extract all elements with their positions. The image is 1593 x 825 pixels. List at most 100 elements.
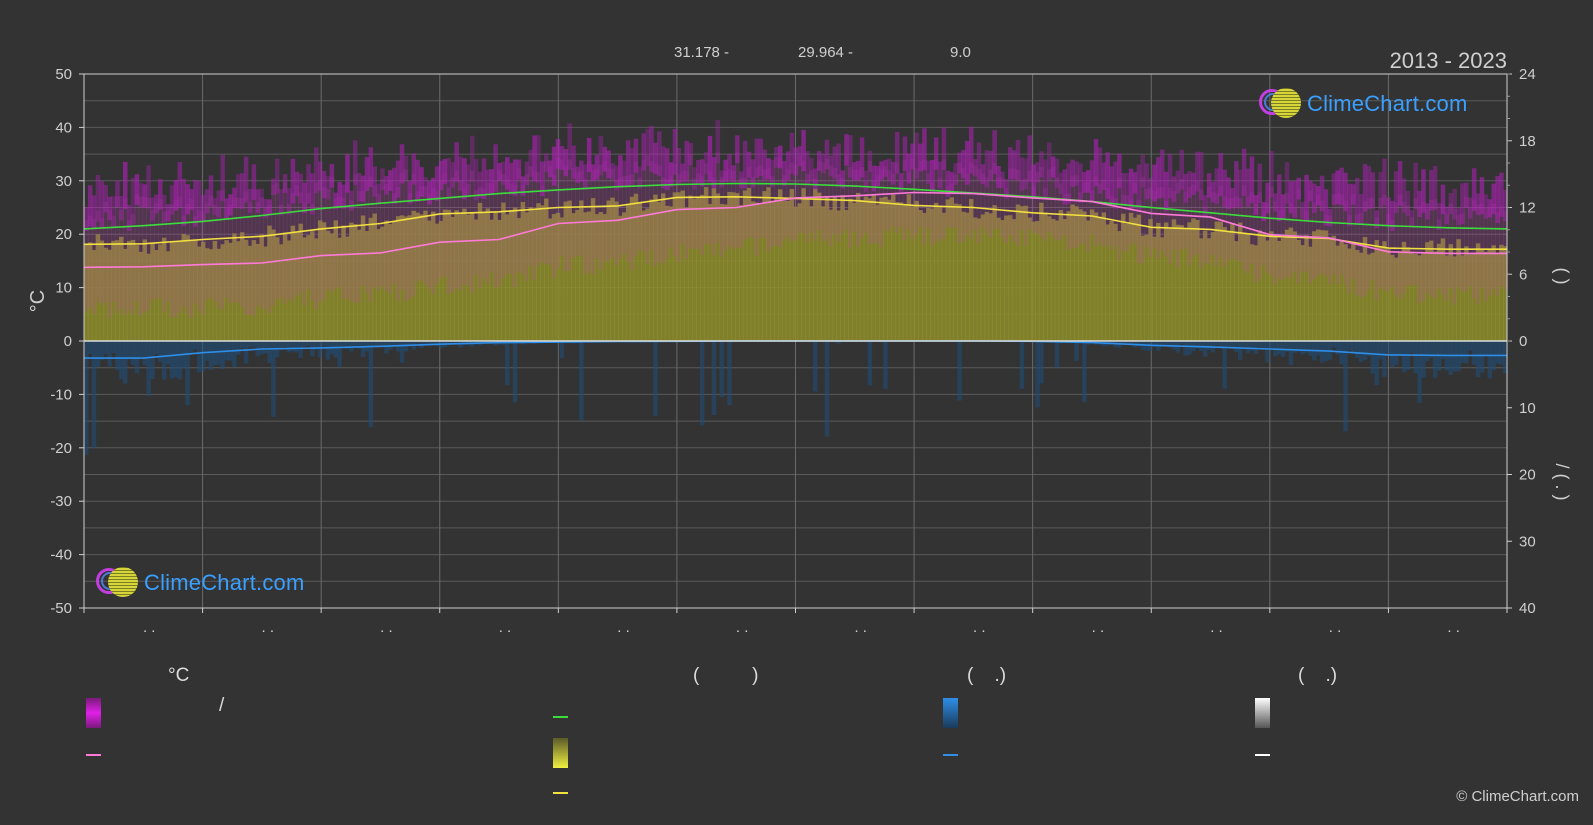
day-bar-blue xyxy=(212,341,218,366)
day-bar-range xyxy=(485,182,491,284)
day-bar-magenta xyxy=(559,146,565,171)
day-bar-magenta xyxy=(1300,202,1305,219)
day-bar-range xyxy=(314,182,319,309)
day-bar-blue xyxy=(278,341,284,350)
right-axis-top-label: ( ) xyxy=(1552,268,1572,285)
day-bar-magenta xyxy=(438,160,444,191)
day-bar-yellow xyxy=(1280,237,1286,341)
day-bar-blue xyxy=(1257,341,1262,348)
day-bar-yellow xyxy=(844,209,849,341)
day-bar-yellow xyxy=(329,233,335,341)
day-bar-magenta xyxy=(1261,201,1266,221)
day-bar-range xyxy=(1113,197,1118,246)
day-bar-magenta xyxy=(731,165,736,182)
day-bar-blue xyxy=(197,341,202,373)
day-bar-range xyxy=(376,193,381,291)
day-bar-range xyxy=(750,176,756,239)
day-bar-yellow xyxy=(477,202,483,341)
day-bar-range xyxy=(1140,176,1146,264)
copyright[interactable]: © ClimeChart.com xyxy=(1456,788,1579,805)
day-bar-magenta xyxy=(216,190,222,218)
day-bar-magenta xyxy=(898,173,904,192)
day-bar-range xyxy=(434,190,440,284)
day-bar-range xyxy=(692,178,697,250)
day-bar-magenta xyxy=(789,132,795,174)
day-bar-range xyxy=(1183,191,1188,249)
day-bar-magenta xyxy=(1109,166,1114,207)
day-bar-range xyxy=(555,158,561,269)
day-bar-magenta xyxy=(1292,181,1298,218)
day-bar-yellow xyxy=(142,239,147,341)
day-bar-range xyxy=(770,176,775,247)
day-bar-range xyxy=(103,201,108,303)
logo-top[interactable]: ClimeChart.com xyxy=(1259,87,1468,121)
day-bar-range xyxy=(173,199,179,318)
day-bar-magenta xyxy=(399,144,405,184)
day-bar-yellow xyxy=(1043,212,1048,341)
day-bar-range xyxy=(832,168,838,235)
day-bar-blue xyxy=(91,341,97,449)
day-bar-magenta xyxy=(992,130,997,175)
day-bar-blue xyxy=(1222,341,1227,389)
day-bar-range xyxy=(657,165,662,262)
day-bar-blue xyxy=(1202,341,1208,357)
day-bar-magenta xyxy=(1315,186,1321,206)
day-bar-yellow xyxy=(1417,255,1422,341)
day-bar-blue xyxy=(1499,341,1504,365)
day-bar-yellow xyxy=(185,235,190,341)
day-bar-yellow xyxy=(820,206,826,341)
day-bar-magenta xyxy=(310,173,315,215)
day-bar-magenta xyxy=(302,182,307,214)
day-bar-range xyxy=(1004,188,1009,244)
day-bar-magenta xyxy=(972,158,978,177)
day-bar-blue xyxy=(1121,341,1126,344)
day-bar-yellow xyxy=(602,214,608,341)
day-bar-magenta xyxy=(1148,178,1153,199)
day-bar-blue xyxy=(111,341,116,354)
day-bar-magenta xyxy=(816,151,822,171)
day-bar-yellow xyxy=(1023,205,1029,341)
day-bar-magenta xyxy=(1503,189,1508,222)
day-bar-range xyxy=(1397,195,1403,299)
day-bar-range xyxy=(454,171,459,289)
logo-bottom[interactable]: ClimeChart.com xyxy=(96,566,305,600)
day-bar-range xyxy=(473,189,479,276)
day-bar-magenta xyxy=(1230,187,1235,209)
day-bar-magenta xyxy=(1456,207,1461,226)
day-bar-range xyxy=(497,170,502,287)
day-bar-magenta xyxy=(781,161,787,186)
day-bar-yellow xyxy=(1241,232,1247,341)
day-bar-range xyxy=(189,199,194,319)
day-bar-yellow xyxy=(1390,254,1395,341)
day-bar-range xyxy=(902,160,908,241)
day-bar-yellow xyxy=(454,210,459,341)
day-bar-range xyxy=(618,177,623,260)
day-bar-range xyxy=(115,196,120,313)
day-bar-magenta xyxy=(298,173,303,204)
day-bar-range xyxy=(380,179,385,287)
day-bar-range xyxy=(1132,182,1138,244)
day-bar-yellow xyxy=(1421,253,1426,341)
day-bar-yellow xyxy=(232,233,237,341)
legend-head-sun: ( ) xyxy=(693,665,759,686)
day-bar-blue xyxy=(1074,341,1079,361)
day-bar-blue xyxy=(1421,341,1426,378)
day-bar-range xyxy=(801,160,806,233)
day-bar-range xyxy=(680,171,685,244)
day-bar-range xyxy=(232,197,237,302)
day-bar-magenta xyxy=(1062,169,1068,205)
day-bar-magenta xyxy=(497,163,502,181)
day-bar-magenta xyxy=(337,181,342,208)
day-bar-yellow xyxy=(547,218,553,341)
day-bar-magenta xyxy=(1436,203,1442,231)
day-bar-yellow xyxy=(828,209,834,341)
day-bar-range xyxy=(161,211,167,312)
day-bar-magenta xyxy=(1140,154,1146,188)
day-bar-magenta xyxy=(1234,161,1239,208)
day-bar-magenta xyxy=(212,198,218,216)
day-bar-magenta xyxy=(1245,168,1251,207)
day-bar-magenta xyxy=(290,158,296,204)
day-bar-yellow xyxy=(427,220,432,341)
day-bar-magenta xyxy=(926,160,931,184)
day-bar-magenta xyxy=(489,169,494,194)
